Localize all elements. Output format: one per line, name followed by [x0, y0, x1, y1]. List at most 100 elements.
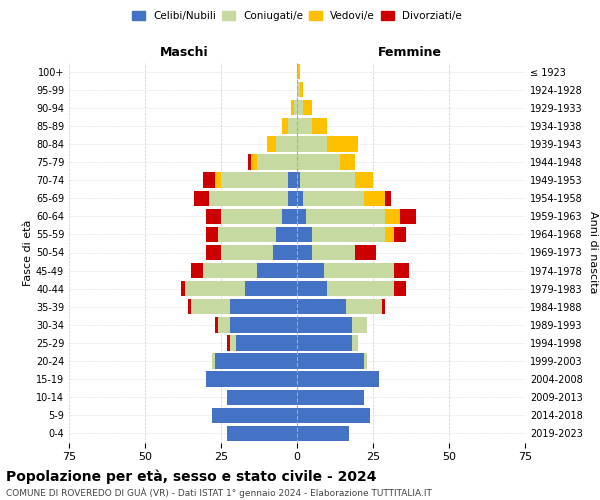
- Bar: [297, 82, 300, 98]
- Bar: [206, 208, 221, 224]
- Bar: [206, 245, 221, 260]
- Bar: [394, 281, 406, 296]
- Bar: [297, 372, 379, 387]
- Bar: [230, 299, 297, 314]
- Bar: [385, 226, 394, 242]
- Bar: [352, 317, 367, 332]
- Bar: [297, 136, 328, 152]
- Bar: [297, 336, 352, 350]
- Bar: [303, 100, 312, 116]
- Bar: [288, 190, 297, 206]
- Bar: [297, 64, 300, 79]
- Bar: [355, 245, 376, 260]
- Bar: [297, 426, 349, 441]
- Bar: [312, 245, 355, 260]
- Bar: [297, 154, 340, 170]
- Bar: [206, 372, 297, 387]
- Bar: [248, 154, 251, 170]
- Bar: [382, 299, 385, 314]
- Bar: [297, 208, 306, 224]
- Legend: Celibi/Nubili, Coniugati/e, Vedovi/e, Divorziati/e: Celibi/Nubili, Coniugati/e, Vedovi/e, Di…: [128, 7, 466, 25]
- Bar: [297, 317, 352, 332]
- Bar: [218, 226, 276, 242]
- Bar: [325, 263, 394, 278]
- Bar: [212, 354, 215, 369]
- Bar: [191, 263, 203, 278]
- Bar: [276, 136, 297, 152]
- Bar: [272, 245, 297, 260]
- Bar: [215, 317, 218, 332]
- Bar: [312, 226, 385, 242]
- Bar: [203, 172, 215, 188]
- Bar: [257, 154, 297, 170]
- Bar: [230, 336, 236, 350]
- Bar: [400, 208, 416, 224]
- Bar: [218, 317, 230, 332]
- Bar: [181, 281, 185, 296]
- Bar: [257, 263, 297, 278]
- Bar: [364, 354, 367, 369]
- Bar: [385, 208, 400, 224]
- Bar: [355, 172, 373, 188]
- Bar: [297, 226, 312, 242]
- Bar: [328, 281, 394, 296]
- Bar: [221, 245, 272, 260]
- Bar: [194, 190, 209, 206]
- Bar: [300, 82, 303, 98]
- Bar: [294, 100, 297, 116]
- Bar: [227, 336, 230, 350]
- Bar: [221, 208, 282, 224]
- Bar: [297, 281, 328, 296]
- Bar: [297, 299, 346, 314]
- Bar: [266, 136, 276, 152]
- Bar: [227, 426, 297, 441]
- Bar: [236, 336, 297, 350]
- Text: Popolazione per età, sesso e stato civile - 2024: Popolazione per età, sesso e stato civil…: [6, 470, 377, 484]
- Bar: [282, 118, 288, 134]
- Bar: [251, 154, 257, 170]
- Bar: [385, 190, 391, 206]
- Bar: [297, 263, 325, 278]
- Bar: [282, 208, 297, 224]
- Bar: [300, 172, 355, 188]
- Bar: [288, 118, 297, 134]
- Bar: [297, 190, 303, 206]
- Bar: [230, 317, 297, 332]
- Bar: [203, 263, 257, 278]
- Bar: [340, 154, 355, 170]
- Bar: [212, 408, 297, 423]
- Bar: [297, 245, 312, 260]
- Bar: [297, 118, 312, 134]
- Bar: [312, 118, 328, 134]
- Bar: [191, 299, 230, 314]
- Bar: [227, 390, 297, 405]
- Bar: [291, 100, 294, 116]
- Bar: [346, 299, 382, 314]
- Bar: [297, 172, 300, 188]
- Bar: [297, 390, 364, 405]
- Bar: [328, 136, 358, 152]
- Y-axis label: Fasce di età: Fasce di età: [23, 220, 33, 286]
- Bar: [215, 354, 297, 369]
- Bar: [188, 299, 191, 314]
- Text: Maschi: Maschi: [160, 46, 209, 59]
- Bar: [297, 408, 370, 423]
- Bar: [297, 100, 303, 116]
- Bar: [276, 226, 297, 242]
- Bar: [303, 190, 364, 206]
- Bar: [221, 172, 288, 188]
- Bar: [306, 208, 385, 224]
- Text: COMUNE DI ROVEREDO DI GUÀ (VR) - Dati ISTAT 1° gennaio 2024 - Elaborazione TUTTI: COMUNE DI ROVEREDO DI GUÀ (VR) - Dati IS…: [6, 488, 432, 498]
- Bar: [185, 281, 245, 296]
- Bar: [297, 354, 364, 369]
- Bar: [288, 172, 297, 188]
- Text: Femmine: Femmine: [377, 46, 442, 59]
- Bar: [206, 226, 218, 242]
- Bar: [394, 226, 406, 242]
- Bar: [215, 172, 221, 188]
- Bar: [209, 190, 288, 206]
- Bar: [245, 281, 297, 296]
- Bar: [364, 190, 385, 206]
- Bar: [352, 336, 358, 350]
- Bar: [394, 263, 409, 278]
